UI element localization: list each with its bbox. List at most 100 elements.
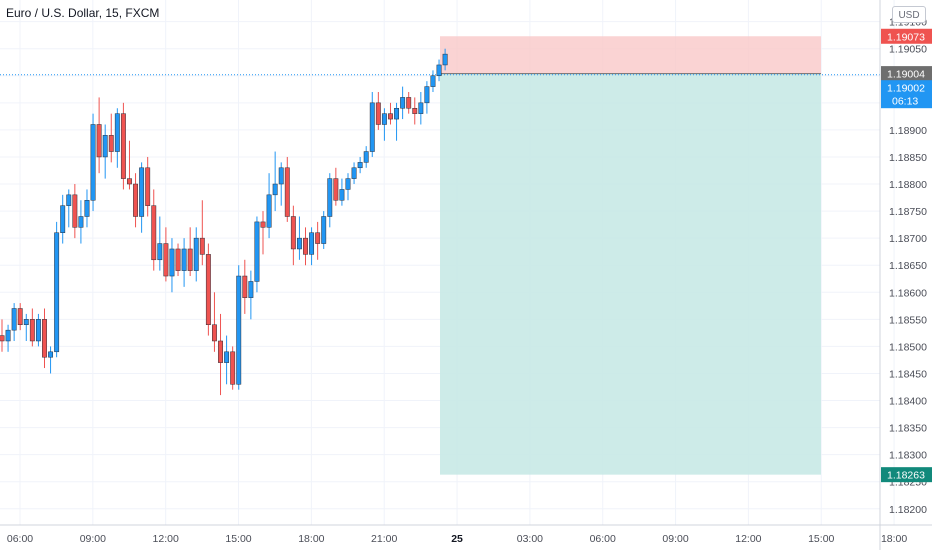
x-tick-label: 12:00 <box>153 533 179 545</box>
candle <box>212 292 217 352</box>
candle <box>181 238 187 287</box>
candle <box>339 178 345 206</box>
candle <box>90 113 96 212</box>
candle-body <box>29 319 35 342</box>
candle-body <box>205 254 211 325</box>
candle-body <box>442 53 448 66</box>
candle-body <box>114 113 120 152</box>
candle-body <box>254 221 260 282</box>
candle <box>23 313 29 341</box>
candle-body <box>290 216 296 250</box>
stop-price-label-bg <box>881 28 932 44</box>
candle-body <box>218 340 223 363</box>
candle <box>35 313 41 347</box>
candle <box>406 92 412 114</box>
x-tick-label: 18:00 <box>298 533 324 545</box>
y-tick-label: 1.18900 <box>889 125 927 137</box>
candle <box>187 227 193 277</box>
candle <box>345 173 351 201</box>
x-tick-label: 06:00 <box>590 533 616 545</box>
candle-body <box>66 194 72 206</box>
candle-body <box>236 275 242 385</box>
y-tick-label: 1.18650 <box>889 260 927 272</box>
candle <box>436 59 442 82</box>
candle-body <box>181 248 187 271</box>
candle <box>139 162 145 233</box>
y-tick-label: 1.18200 <box>889 504 927 516</box>
take-profit-zone <box>440 73 821 475</box>
candle <box>151 189 157 271</box>
x-tick-label: 21:00 <box>371 533 397 545</box>
candle-body <box>133 183 138 217</box>
candle <box>163 227 169 282</box>
candle <box>424 81 430 114</box>
y-tick-label: 1.18550 <box>889 314 927 326</box>
candle-body <box>381 113 387 125</box>
candle-body <box>224 351 230 363</box>
y-tick-label: 1.18300 <box>889 450 927 462</box>
candle-body <box>42 319 47 358</box>
entry-price-label: 1.19004 <box>887 69 925 81</box>
candle <box>284 156 290 222</box>
candle <box>321 211 327 249</box>
candle-body <box>333 178 339 201</box>
candle <box>205 243 211 336</box>
candle-body <box>212 324 217 342</box>
candle <box>54 221 60 358</box>
candle <box>381 108 387 141</box>
candle <box>351 162 357 185</box>
candle-body <box>78 216 84 228</box>
entry-price-label-bg <box>881 66 932 82</box>
candle <box>78 200 84 244</box>
candle-body <box>272 183 278 196</box>
candle-body <box>163 243 169 277</box>
candle <box>11 303 17 341</box>
y-tick-label: 1.19150 <box>889 0 927 2</box>
candle <box>266 173 272 239</box>
bar-countdown-label: 06:13 <box>892 96 918 108</box>
stop-loss-zone <box>440 36 821 74</box>
candle-body <box>17 308 23 325</box>
y-tick-label: 1.18400 <box>889 396 927 408</box>
x-tick-label: 15:00 <box>225 533 251 545</box>
candle <box>254 216 260 293</box>
candle-body <box>35 319 41 342</box>
candle <box>388 102 393 125</box>
candle <box>120 102 126 190</box>
candle <box>145 156 151 217</box>
x-tick-label: 25 <box>451 533 463 545</box>
target-price-label: 1.18263 <box>887 470 925 482</box>
candle <box>400 86 406 120</box>
candle <box>290 205 296 266</box>
candle <box>315 221 321 260</box>
candle <box>42 308 47 369</box>
y-tick-label: 1.18850 <box>889 152 927 164</box>
candle-body <box>11 308 17 331</box>
candle-body <box>309 232 315 255</box>
candle <box>412 97 418 125</box>
position-zones[interactable] <box>0 36 880 475</box>
candle-body <box>394 107 400 120</box>
candle <box>278 162 284 206</box>
candle <box>29 308 35 347</box>
candle-body <box>321 216 327 244</box>
candle <box>17 303 23 331</box>
candle <box>394 102 400 141</box>
y-tick-label: 1.18600 <box>889 287 927 299</box>
candle-body <box>248 281 254 298</box>
candle-body <box>230 351 236 385</box>
currency-button[interactable]: USD <box>892 6 926 23</box>
candle <box>327 173 333 228</box>
candle <box>375 92 381 130</box>
candle <box>260 211 266 255</box>
candle-body <box>430 75 436 87</box>
candle-body <box>48 351 54 358</box>
candlestick-series <box>0 48 448 396</box>
candle-body <box>23 319 29 325</box>
candle <box>333 167 339 206</box>
candle-body <box>418 102 424 114</box>
candle <box>248 270 254 320</box>
candle <box>157 216 163 271</box>
candle-body <box>284 167 290 217</box>
